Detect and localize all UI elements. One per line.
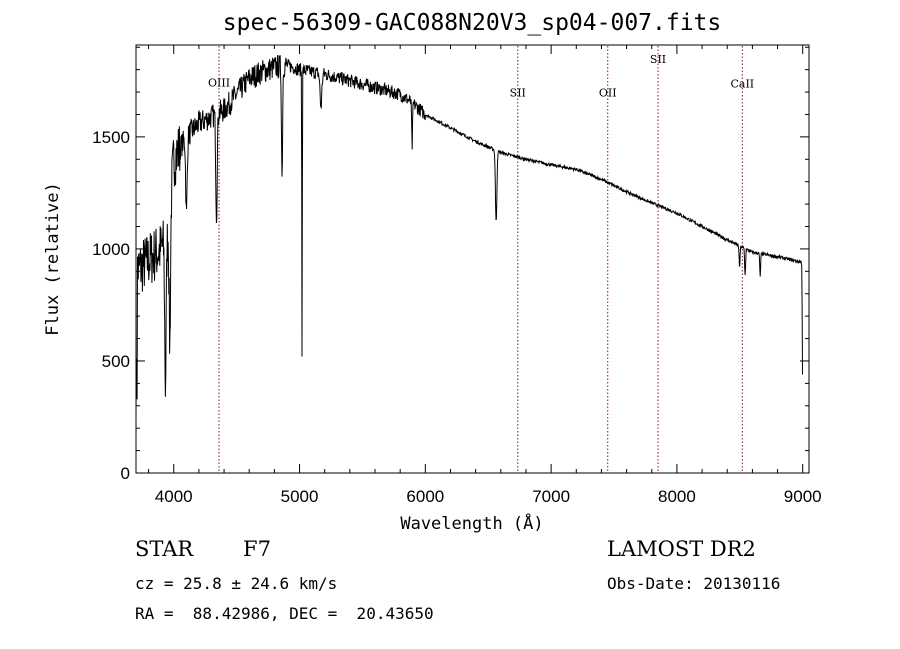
annotation-label: SII (510, 87, 526, 100)
observation-date: Obs-Date: 20130116 (607, 574, 781, 593)
x-tick-label: 7000 (532, 487, 570, 506)
plot-frame (135, 44, 810, 474)
y-axis-label: Flux (relative) (43, 182, 63, 336)
y-tick-label: 1500 (92, 128, 130, 147)
x-tick-label: 9000 (784, 487, 822, 506)
y-tick-label: 0 (121, 464, 130, 483)
x-tick-label: 4000 (155, 487, 193, 506)
x-tick-label: 8000 (658, 487, 696, 506)
annotation-labels: OIII SII OII SII CaII (208, 53, 754, 100)
x-tick-label: 6000 (406, 487, 444, 506)
redshift-cz: cz = 25.8 ± 24.6 km/s (135, 574, 338, 593)
annotation-label: OII (599, 87, 617, 100)
annotation-label: OIII (208, 76, 230, 89)
annotation-label: CaII (730, 78, 754, 91)
x-tick-labels: 4000 5000 6000 7000 8000 9000 (155, 487, 822, 506)
spectrum-line (135, 54, 803, 413)
annotation-label: SII (650, 53, 666, 66)
y-tick-labels: 0 500 1000 1500 (92, 128, 130, 483)
x-axis-label: Wavelength (Å) (400, 512, 543, 534)
object-class: STAR (135, 537, 194, 561)
coordinates: RA = 88.42986, DEC = 20.43650 (135, 604, 434, 623)
chart-title: spec-56309-GAC088N20V3_sp04-007.fits (223, 10, 722, 36)
object-subclass: F7 (243, 537, 271, 561)
axis-ticks (136, 45, 809, 474)
y-tick-label: 500 (102, 352, 130, 371)
survey-name: LAMOST DR2 (607, 537, 756, 561)
x-tick-label: 5000 (281, 487, 319, 506)
y-tick-label: 1000 (92, 240, 130, 259)
annotation-lines (218, 46, 743, 472)
